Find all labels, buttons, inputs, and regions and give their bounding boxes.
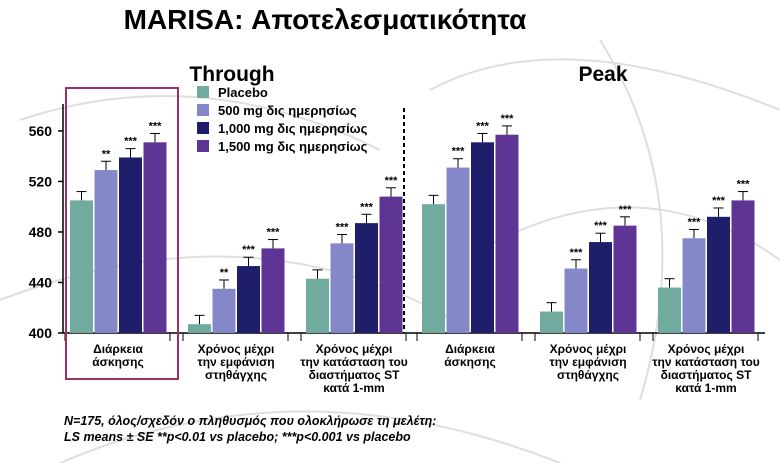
significance-label: *** [737, 179, 751, 191]
bar-through-g2-s2 [212, 288, 236, 333]
background-arc [599, 39, 664, 401]
bar-through-g1-s2 [94, 170, 118, 333]
significance-label: *** [452, 146, 466, 158]
category-label: άσκησης [444, 355, 495, 369]
bar-through-g3-s2 [330, 243, 354, 333]
bar-through-g2-s3 [237, 266, 260, 333]
category-label: την κατάσταση του [300, 355, 408, 369]
bar-peak-g1-s4 [495, 134, 519, 333]
y-tick-label: 560 [29, 123, 53, 139]
significance-label: *** [124, 136, 138, 148]
legend-swatch [197, 104, 209, 116]
panel-title-peak: Peak [578, 63, 627, 86]
significance-label: ** [220, 267, 229, 279]
bar-through-g3-s3 [355, 223, 378, 333]
significance-label: *** [501, 113, 515, 125]
significance-label: *** [336, 221, 350, 233]
background-arc [59, 410, 561, 463]
significance-label: ** [102, 148, 111, 160]
footnote-line: N=175, όλος/σχεδόν ο πληθυσμός που ολοκλ… [64, 414, 436, 428]
bar-peak-g1-s1 [422, 204, 445, 333]
bar-peak-g3-s3 [707, 216, 730, 333]
legend-label: 500 mg δις ημερησίως [218, 103, 357, 118]
bar-peak-g2-s2 [564, 268, 588, 333]
significance-label: *** [594, 220, 608, 232]
legend-swatch [197, 122, 209, 134]
category-label: την εμφάνιση [197, 355, 274, 369]
legend-swatch [197, 86, 209, 98]
significance-label: *** [149, 120, 163, 132]
category-label: Χρόνος μέχρι [316, 342, 393, 356]
bar-peak-g3-s2 [682, 238, 706, 333]
category-label: Χρόνος μέχρι [668, 342, 745, 356]
bar-through-g2-s1 [188, 324, 211, 333]
category-label: την κατάσταση του [652, 355, 760, 369]
bar-through-g3-s1 [306, 278, 329, 333]
footnote-line: LS means ± SE **p<0.01 vs placebo; ***p<… [64, 430, 411, 444]
category-label: Χρόνος μέχρι [198, 342, 275, 356]
panel-title-through: Through [189, 63, 274, 86]
bar-peak-g3-s4 [731, 200, 755, 333]
category-label: την εμφάνιση [549, 355, 626, 369]
significance-label: *** [360, 201, 374, 213]
bar-peak-g2-s4 [613, 225, 637, 333]
y-tick-label: 520 [29, 173, 53, 189]
category-label: Διάρκεια [445, 342, 495, 356]
bar-through-g1-s4 [143, 142, 167, 333]
legend-label: 1,000 mg δις ημερησίως [218, 121, 368, 136]
bar-peak-g3-s1 [658, 287, 681, 333]
bar-peak-g1-s2 [446, 167, 470, 333]
significance-label: *** [712, 195, 726, 207]
bar-through-g1-s1 [70, 200, 93, 333]
legend-swatch [197, 140, 209, 152]
category-label: Διάρκεια [93, 342, 143, 356]
slide-title: MARISA: Αποτελεσματικότητα [124, 4, 527, 35]
category-label: κατά 1-mm [675, 381, 736, 395]
y-tick-label: 480 [29, 224, 53, 240]
category-label: στηθάγχης [205, 368, 267, 382]
significance-label: *** [267, 227, 281, 239]
legend-label: 1,500 mg δις ημερησίως [218, 139, 368, 154]
category-label: στηθάγχης [557, 368, 619, 382]
legend-label: Placebo [218, 85, 268, 100]
category-label: άσκησης [92, 355, 143, 369]
bar-peak-g2-s3 [589, 242, 612, 333]
significance-label: *** [619, 204, 633, 216]
bar-through-g1-s3 [119, 157, 142, 333]
significance-label: *** [570, 247, 584, 259]
significance-label: *** [242, 244, 256, 256]
bar-peak-g2-s1 [540, 311, 563, 333]
significance-label: *** [688, 216, 702, 228]
bar-through-g3-s4 [379, 196, 403, 333]
y-tick-label: 440 [29, 274, 53, 290]
category-label: διαστήματος ST [661, 368, 753, 382]
significance-label: *** [476, 120, 490, 132]
bar-peak-g1-s3 [471, 142, 494, 333]
significance-label: *** [385, 175, 399, 187]
category-label: κατά 1-mm [323, 381, 384, 395]
category-label: διαστήματος ST [309, 368, 401, 382]
category-label: Χρόνος μέχρι [550, 342, 627, 356]
background-arc [429, 58, 780, 111]
bar-through-g2-s4 [261, 248, 285, 333]
y-tick-label: 400 [29, 325, 53, 341]
highlight-box [65, 87, 179, 380]
